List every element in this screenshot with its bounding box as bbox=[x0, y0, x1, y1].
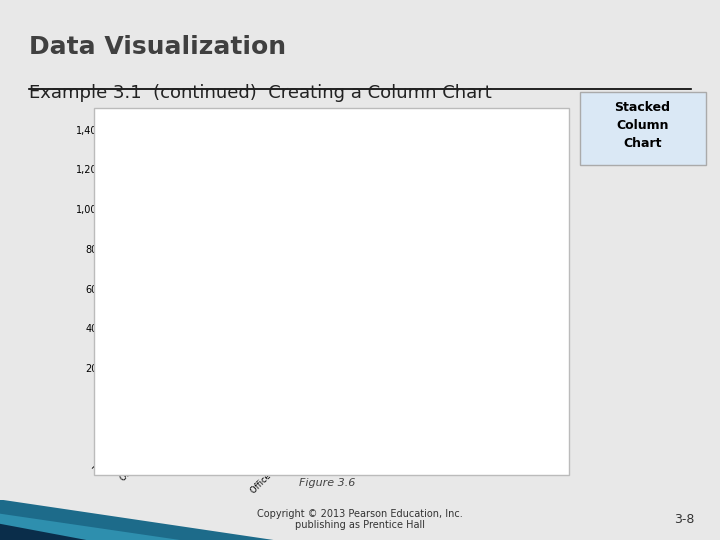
Text: Copyright © 2013 Pearson Education, Inc.
publishing as Prentice Hall: Copyright © 2013 Pearson Education, Inc.… bbox=[257, 509, 463, 530]
Bar bbox=[354, 383, 377, 394]
Bar bbox=[389, 390, 412, 408]
Bar bbox=[211, 372, 234, 380]
Bar bbox=[389, 368, 412, 390]
Legend: Women, Men, ALL EMPLOYEES: Women, Men, ALL EMPLOYEES bbox=[387, 224, 485, 269]
Bar bbox=[282, 384, 305, 389]
Title: Alabama Employment: Alabama Employment bbox=[218, 111, 405, 126]
Text: 3-8: 3-8 bbox=[674, 513, 694, 526]
Bar bbox=[175, 398, 198, 408]
Bar bbox=[318, 387, 341, 394]
Bar bbox=[211, 380, 234, 392]
Bar bbox=[246, 399, 269, 402]
Polygon shape bbox=[0, 500, 274, 540]
Text: Stacked
Column
Chart: Stacked Column Chart bbox=[615, 101, 670, 150]
Bar bbox=[318, 380, 341, 387]
Bar bbox=[140, 296, 163, 408]
Bar bbox=[211, 392, 234, 408]
Text: Figure 3.6: Figure 3.6 bbox=[300, 478, 356, 488]
Bar bbox=[460, 378, 483, 386]
Bar bbox=[425, 396, 448, 408]
Bar bbox=[282, 389, 305, 396]
Bar bbox=[460, 394, 483, 408]
Bar bbox=[318, 394, 341, 408]
Bar bbox=[354, 380, 377, 383]
Bar bbox=[389, 364, 412, 368]
Bar bbox=[246, 397, 269, 399]
Bar bbox=[140, 213, 163, 296]
Text: Example 3.1  (continued)  Creating a Column Chart: Example 3.1 (continued) Creating a Colum… bbox=[29, 84, 492, 102]
Bar bbox=[140, 161, 163, 213]
Polygon shape bbox=[0, 514, 180, 540]
Bar bbox=[354, 394, 377, 408]
Polygon shape bbox=[0, 524, 86, 540]
Bar bbox=[175, 385, 198, 390]
Bar bbox=[246, 402, 269, 408]
Bar bbox=[425, 381, 448, 386]
Bar bbox=[460, 386, 483, 394]
Bar bbox=[425, 386, 448, 396]
Bar bbox=[175, 390, 198, 398]
Bar bbox=[282, 396, 305, 408]
Text: Data Visualization: Data Visualization bbox=[29, 35, 286, 59]
